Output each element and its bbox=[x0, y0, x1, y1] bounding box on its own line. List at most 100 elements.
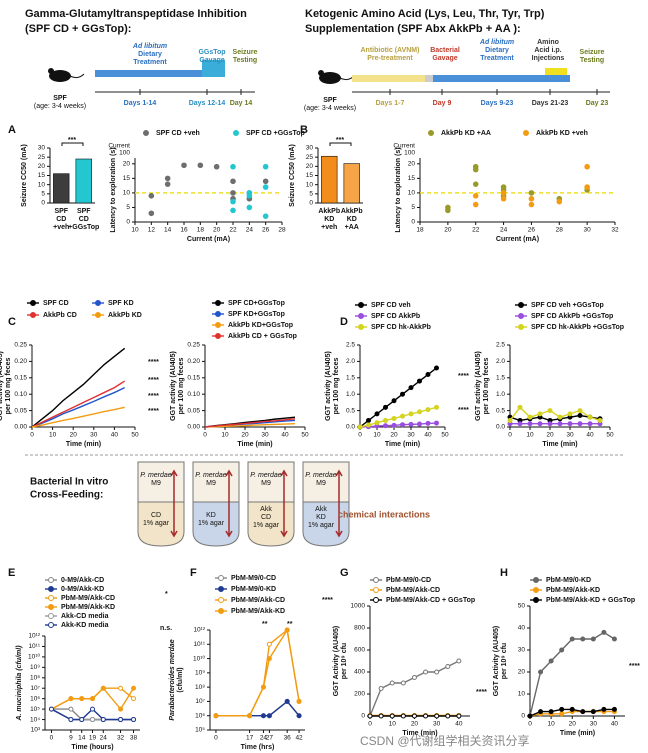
series-point bbox=[567, 411, 573, 417]
panel-label: A bbox=[8, 124, 16, 136]
legend-label: AkkPb KD +AA bbox=[441, 130, 491, 137]
series-point bbox=[547, 421, 553, 427]
y-tick-label: 5 bbox=[41, 191, 45, 198]
significance: **** bbox=[458, 373, 469, 380]
series-point bbox=[434, 365, 439, 371]
series-point bbox=[90, 696, 95, 702]
scatter-point bbox=[556, 198, 563, 205]
mouse-tail bbox=[69, 73, 85, 79]
crossfeeding-label: chemical interactions bbox=[338, 509, 430, 519]
series-line bbox=[215, 628, 300, 717]
x-axis-label: Current (mA) bbox=[187, 236, 230, 243]
x-tick-label: 24 bbox=[500, 227, 508, 234]
phase-label: GGsTop bbox=[198, 49, 225, 56]
series-point bbox=[408, 421, 414, 427]
scatter-point bbox=[164, 181, 171, 187]
legend-marker bbox=[518, 324, 524, 330]
series-point bbox=[537, 421, 543, 427]
series-point bbox=[131, 685, 137, 691]
y-axis-label: Parabacteroides merdae bbox=[169, 639, 176, 720]
significance: **** bbox=[476, 689, 487, 696]
phase-label: Treatment bbox=[133, 59, 167, 66]
legend-marker bbox=[373, 597, 379, 603]
y-tick-label: 2.0 bbox=[346, 358, 355, 365]
y-tick-label: 10⁶ bbox=[195, 712, 205, 719]
series-point bbox=[400, 713, 406, 719]
series-point bbox=[417, 421, 422, 427]
x-tick-label: 30 bbox=[566, 432, 574, 439]
watermark: CSDN @代谢组学相关资讯分享 bbox=[360, 733, 530, 748]
legend-label: SPF CD AkkPb bbox=[371, 313, 420, 320]
x-axis-label: Time (min) bbox=[385, 441, 420, 448]
tube-top-label: M9 bbox=[316, 480, 326, 487]
phase-label: Seizure bbox=[580, 49, 605, 56]
legend-label: SPF KD bbox=[108, 300, 134, 307]
legend-label: SPF CD veh +GGsTop bbox=[531, 302, 604, 309]
legend-marker bbox=[358, 313, 364, 319]
tube-bottom-label: 1% agar bbox=[308, 522, 335, 529]
legend-label: PbM-M9/Akk-KD bbox=[61, 604, 115, 611]
x-axis-label: Time (hrs) bbox=[241, 744, 275, 751]
series-point bbox=[296, 698, 302, 704]
y-tick-label: 0.5 bbox=[346, 407, 355, 414]
series-point bbox=[367, 713, 373, 719]
legend-marker bbox=[523, 130, 529, 136]
day-label: Days 9-23 bbox=[481, 100, 514, 107]
legend-label: Akk-KD media bbox=[61, 622, 109, 629]
y-tick-label: 0.00 bbox=[187, 424, 200, 431]
x-tick-label: 0 bbox=[358, 432, 362, 439]
scatter-point bbox=[230, 207, 236, 214]
series-point bbox=[260, 713, 266, 719]
series-point bbox=[79, 717, 85, 723]
series-point bbox=[434, 420, 439, 426]
tube-bottom-label: 1% agar bbox=[143, 520, 170, 527]
x-tick-label: 30 bbox=[590, 721, 598, 728]
tube-bottom-label: Akk bbox=[260, 506, 272, 513]
series-point bbox=[411, 675, 417, 680]
day-label: Day 23 bbox=[586, 100, 609, 107]
x-tick-label: 10 bbox=[389, 721, 397, 728]
category-label: AkkPb bbox=[341, 208, 363, 215]
y-axis-label: per 100 mg feces bbox=[483, 357, 490, 414]
series-point bbox=[456, 713, 462, 719]
animal-label: (age: 3-4 weeks) bbox=[34, 103, 86, 110]
legend-marker bbox=[48, 622, 54, 628]
series-point bbox=[527, 414, 533, 420]
series-point bbox=[425, 372, 431, 378]
y-axis-label: per 100 mg feces bbox=[178, 357, 185, 414]
legend-label: 0-M9/Akk-KD bbox=[61, 586, 104, 593]
legend-label: SPF CD +veh bbox=[156, 130, 200, 137]
legend-marker bbox=[358, 324, 364, 330]
scatter-point bbox=[262, 213, 269, 219]
series-point bbox=[383, 404, 388, 410]
y-axis-label: Seizure CC50 (mA) bbox=[21, 144, 28, 207]
legend-marker bbox=[95, 300, 101, 306]
x-tick-label: 20 bbox=[546, 432, 554, 439]
x-tick-label: 19 bbox=[89, 735, 97, 742]
tube-top bbox=[192, 461, 240, 503]
y-axis-label: A. muciniphila (cfu/ml) bbox=[16, 645, 23, 722]
series-point bbox=[100, 685, 106, 691]
series-point bbox=[90, 717, 95, 723]
series-point bbox=[131, 717, 137, 723]
phase-label: Amino bbox=[537, 39, 559, 46]
x-tick-label: 26 bbox=[262, 227, 270, 234]
legend-label: Akk-CD media bbox=[61, 613, 109, 620]
y-tick-label: 1.0 bbox=[496, 391, 505, 398]
scatter-point bbox=[262, 184, 269, 190]
x-tick-label: 18 bbox=[197, 227, 205, 234]
y-tick-label: 5 bbox=[309, 191, 313, 198]
legend-marker bbox=[218, 608, 224, 614]
legend-label: PbM-M9/Akk-KD bbox=[546, 587, 600, 594]
x-tick-label: 30 bbox=[584, 227, 592, 234]
tube-bottom-label: KD bbox=[206, 512, 216, 519]
x-tick-label: 28 bbox=[278, 227, 286, 234]
series-point bbox=[434, 669, 440, 675]
y-tick-label: 10⁶ bbox=[30, 695, 40, 702]
y-tick-label: 20 bbox=[123, 161, 131, 168]
x-tick-label: 32 bbox=[117, 735, 125, 742]
series-point bbox=[611, 636, 617, 642]
x-tick-label: 24 bbox=[260, 735, 268, 742]
x-tick-label: 0 bbox=[528, 721, 532, 728]
